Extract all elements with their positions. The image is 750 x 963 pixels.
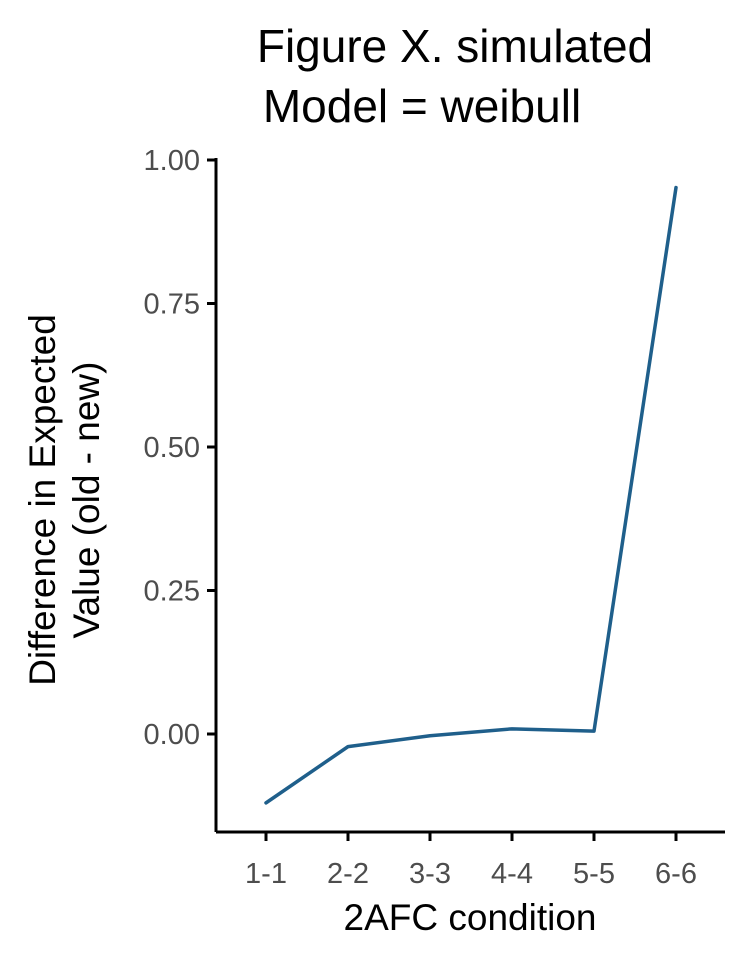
- y-ticks: 0.00 0.25 0.50 0.75 1.00: [144, 145, 216, 751]
- y-axis-title: Difference in Expected Value (old - new): [22, 314, 107, 686]
- series-layer: [262, 184, 680, 807]
- data-point: [590, 727, 598, 735]
- data-point: [508, 725, 516, 733]
- y-tick-label: 0.50: [144, 432, 200, 464]
- x-axis-title: 2AFC condition: [344, 897, 597, 938]
- series-line: [264, 185, 678, 805]
- y-tick-label: 0.25: [144, 576, 200, 608]
- y-tick-label: 1.00: [144, 145, 200, 177]
- y-tick-label: 0.00: [144, 719, 200, 751]
- x-tick-label: 6-6: [655, 858, 697, 890]
- y-tick-label: 0.75: [144, 289, 200, 321]
- x-tick-label: 2-2: [327, 858, 369, 890]
- y-axis-title-line-1: Difference in Expected: [22, 314, 63, 686]
- y-axis-title-line-2: Value (old - new): [66, 362, 107, 639]
- data-point: [262, 799, 270, 807]
- chart-title-line-1: Figure X. simulated: [257, 20, 653, 72]
- x-ticks: 1-1 2-2 3-3 4-4 5-5 6-6: [245, 832, 697, 890]
- data-point: [672, 184, 680, 192]
- chart-title-line-2: Model = weibull: [263, 80, 581, 132]
- x-tick-label: 4-4: [491, 858, 533, 890]
- x-tick-label: 5-5: [573, 858, 615, 890]
- data-point: [426, 732, 434, 740]
- x-tick-label: 3-3: [409, 858, 451, 890]
- data-point: [344, 743, 352, 751]
- x-tick-label: 1-1: [245, 858, 287, 890]
